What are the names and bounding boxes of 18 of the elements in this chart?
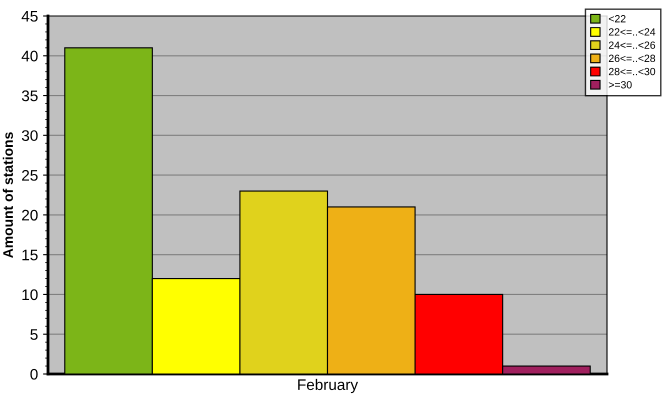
legend-label: 28<=..<30 xyxy=(608,68,656,76)
y-tick-label: 35 xyxy=(22,90,38,102)
y-tick-label: 5 xyxy=(30,329,38,340)
legend-label: 24<=..<26 xyxy=(608,41,656,49)
legend-label: 26<=..<28 xyxy=(608,54,656,62)
y-tick-label: 25 xyxy=(22,170,38,181)
legend-label: 22<=..<24 xyxy=(608,28,656,36)
y-tick-label: 30 xyxy=(22,130,38,142)
y-tick-label: 10 xyxy=(22,289,38,300)
legend-label: >=30 xyxy=(608,81,632,88)
y-tick-label: 15 xyxy=(22,250,38,260)
y-tick-label: 45 xyxy=(22,11,38,22)
y-axis-title: Amount of stations xyxy=(2,132,13,258)
y-tick-label: 20 xyxy=(22,210,38,221)
x-tick-label: February xyxy=(298,378,358,394)
y-tick-label: 40 xyxy=(22,50,38,62)
legend-label: <22 xyxy=(608,15,626,22)
y-tick-label: 0 xyxy=(30,368,38,380)
